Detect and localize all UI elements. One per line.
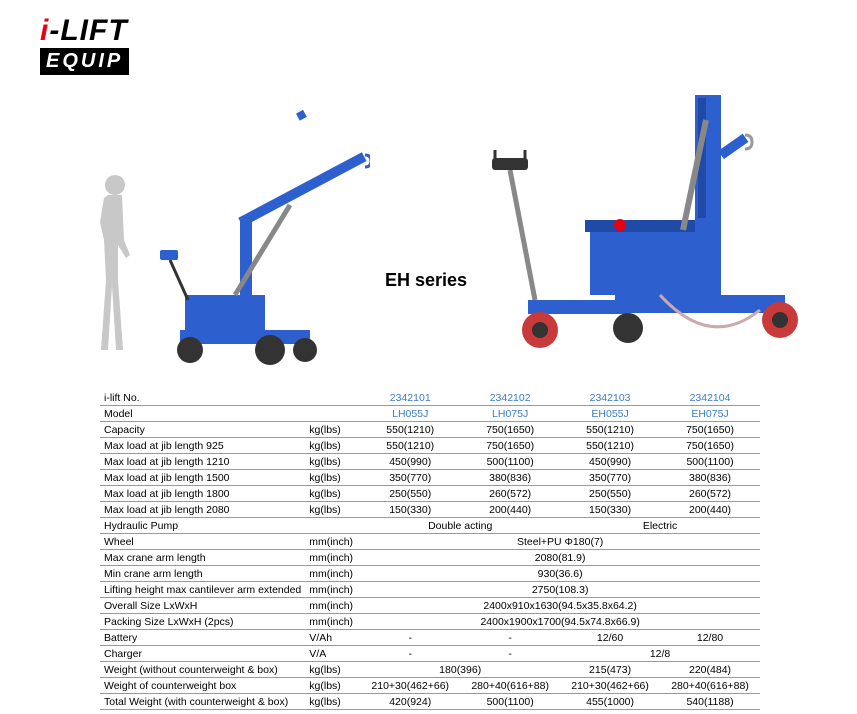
product-illustration: EH series: [0, 60, 857, 380]
logo-i: i: [40, 14, 49, 47]
val-2: 2342103: [560, 390, 660, 406]
row-weight-nobox: Weight (without counterweight & box) kg(…: [100, 662, 760, 678]
row-jib-1210: Max load at jib length 1210 kg(lbs) 450(…: [100, 454, 760, 470]
logo-lift: LIFT: [60, 14, 127, 47]
row-overall-size: Overall Size LxWxH mm(inch) 2400x910x163…: [100, 598, 760, 614]
spec-table: i-lift No. 2342101 2342102 2342103 23421…: [100, 390, 760, 710]
val-0: 2342101: [360, 390, 460, 406]
val-2: EH055J: [560, 406, 660, 422]
series-label: EH series: [385, 270, 467, 291]
row-weight-box: Weight of counterweight box kg(lbs) 210+…: [100, 678, 760, 694]
row-jib-925: Max load at jib length 925 kg(lbs) 550(1…: [100, 438, 760, 454]
crane-right-image: [480, 80, 800, 370]
row-wheel: Wheel mm(inch) Steel+PU Φ180(7): [100, 534, 760, 550]
row-max-arm: Max crane arm length mm(inch) 2080(81.9): [100, 550, 760, 566]
val-3: 2342104: [660, 390, 760, 406]
unit: [305, 390, 360, 406]
label: i-lift No.: [100, 390, 305, 406]
row-capacity: Capacity kg(lbs) 550(1210) 750(1650) 550…: [100, 422, 760, 438]
val-0: LH055J: [360, 406, 460, 422]
row-jib-2080: Max load at jib length 2080 kg(lbs) 150(…: [100, 502, 760, 518]
unit: [305, 406, 360, 422]
row-min-arm: Min crane arm length mm(inch) 930(36.6): [100, 566, 760, 582]
logo-dash: -: [49, 14, 60, 47]
row-battery: Battery V/Ah - - 12/60 12/80: [100, 630, 760, 646]
row-charger: Charger V/A - - 12/8: [100, 646, 760, 662]
row-weight-total: Total Weight (with counterweight & box) …: [100, 694, 760, 710]
label: Model: [100, 406, 305, 422]
row-pump: Hydraulic Pump Double acting Electric: [100, 518, 760, 534]
val-3: EH075J: [660, 406, 760, 422]
row-model: Model LH055J LH075J EH055J EH075J: [100, 406, 760, 422]
val-1: 2342102: [460, 390, 560, 406]
crane-left-image: [90, 100, 370, 370]
val-1: LH075J: [460, 406, 560, 422]
row-lift-height: Lifting height max cantilever arm extend…: [100, 582, 760, 598]
row-jib-1500: Max load at jib length 1500 kg(lbs) 350(…: [100, 470, 760, 486]
row-jib-1800: Max load at jib length 1800 kg(lbs) 250(…: [100, 486, 760, 502]
row-packing-size: Packing Size LxWxH (2pcs) mm(inch) 2400x…: [100, 614, 760, 630]
row-ilift-no: i-lift No. 2342101 2342102 2342103 23421…: [100, 390, 760, 406]
